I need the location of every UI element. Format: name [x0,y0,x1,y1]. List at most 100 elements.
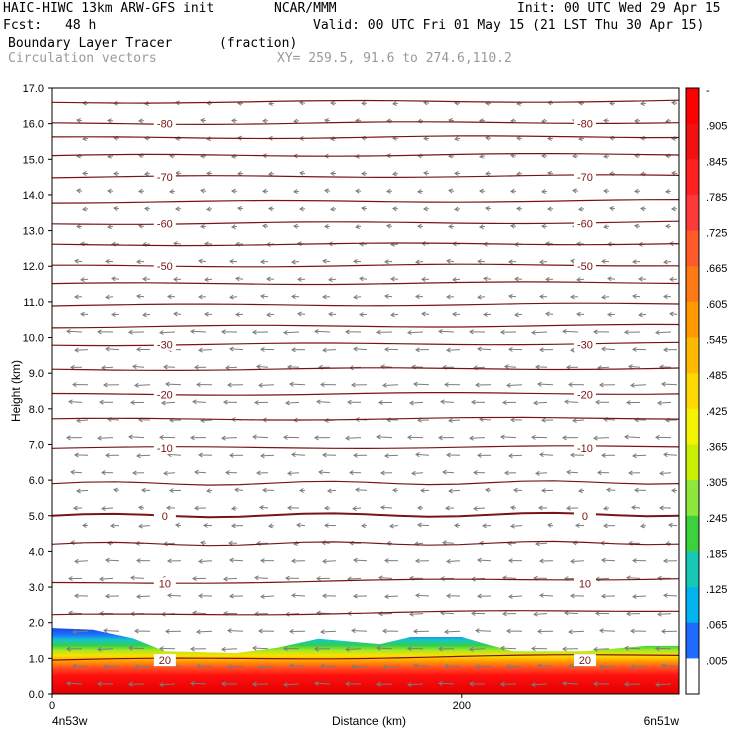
circulation-vector [417,189,424,194]
circulation-vector [446,558,461,564]
colorbar-label: .605 [706,299,727,311]
circulation-vector [473,506,486,512]
circulation-vector [475,628,492,634]
circulation-vector [603,188,610,194]
circulation-vector [386,188,393,194]
x-right-endpoint: 6n51w [644,714,680,728]
circulation-vector [223,576,238,582]
circulation-vector [603,153,610,159]
circulation-vector [663,592,678,598]
colorbar-swatch [686,658,699,695]
circulation-vector [564,610,579,616]
contour-label-background [153,654,176,667]
circulation-vector [291,347,306,353]
circulation-vector [289,381,306,387]
circulation-vector [537,628,554,634]
circulation-vector [285,575,300,581]
circulation-vector [661,663,678,669]
circulation-vector [630,664,647,670]
circulation-vector [262,118,269,124]
circulation-vector [392,206,399,212]
circulation-vector [299,206,306,212]
circulation-vector [235,312,244,318]
circulation-vector [192,399,207,405]
circulation-vector [287,470,300,476]
circulation-vector [361,523,368,529]
circulation-vector [634,487,647,493]
circulation-vector [105,294,114,300]
circulation-vector [606,487,616,493]
circulation-vector [475,664,492,670]
circulation-vector [283,682,300,688]
circulation-vector [632,453,647,459]
circulation-vector [105,593,120,599]
circulation-vector [293,189,300,194]
circulation-vector [134,382,151,388]
boundary-layer-tracer [52,628,679,694]
contour-label: -50 [157,261,173,273]
circulation-vector [74,294,83,300]
circulation-vector [506,628,523,634]
circulation-vector [198,347,213,353]
circulation-vector [634,118,641,124]
circulation-vector [506,382,523,388]
y-tick-label: 6.0 [29,475,44,487]
circulation-vector [235,276,244,282]
circulation-vector [262,223,269,229]
colorbar-label: .185 [706,548,727,560]
circulation-vector [229,557,244,563]
y-tick-label: 11.0 [23,297,44,309]
circulation-vector [353,346,368,352]
circulation-vector [347,399,362,405]
circulation-vector [535,470,548,476]
circulation-vector [626,400,641,406]
circulation-vector [299,170,306,176]
circulation-vector [669,311,678,317]
circulation-vector [417,153,424,159]
circulation-vector [593,435,610,441]
circulation-vector [324,188,331,194]
circulation-vector [70,469,83,475]
contour-label-background [153,260,176,273]
circulation-vector [134,664,151,670]
circulation-vector [514,312,523,318]
circulation-vector [132,470,145,476]
colorbar-label: .005 [706,655,727,667]
contour-label-background [153,171,176,184]
circulation-vector [657,400,672,406]
circulation-vector [136,346,151,352]
circulation-vector [144,206,151,212]
circulation-vector [624,329,641,335]
circulation-vector [351,628,368,634]
init-time: Init: 00 UTC Wed 29 Apr 15 [517,1,721,16]
circulation-vector [136,558,151,564]
circulation-vector [384,594,399,600]
circulation-vector [206,100,213,106]
y-tick-label: 8.0 [29,404,44,416]
circulation-vector [566,505,579,511]
contour-label: 20 [159,655,171,667]
circulation-vector [454,206,461,212]
circulation-vector [359,312,368,318]
circulation-vector [417,505,424,511]
circulation-vector [663,259,672,265]
circulation-vector [204,311,213,317]
circulation-vector [659,470,672,476]
circulation-vector [229,452,244,458]
circulation-vector [599,664,616,670]
circulation-vector [539,347,554,353]
circulation-vector [413,628,430,634]
circulation-vector [514,276,523,282]
circulation-vector [167,592,182,598]
circulation-vector [352,506,362,511]
circulation-vector [260,453,275,459]
circulation-vector [260,594,275,600]
circulation-vector [113,487,120,493]
colorbar-frame [685,87,700,695]
circulation-vector [260,259,269,265]
circulation-vector [634,188,641,194]
contour-label-background [153,442,176,455]
circulation-vector [128,329,145,335]
circulation-vector [128,434,145,440]
contour-label-background [153,338,176,351]
